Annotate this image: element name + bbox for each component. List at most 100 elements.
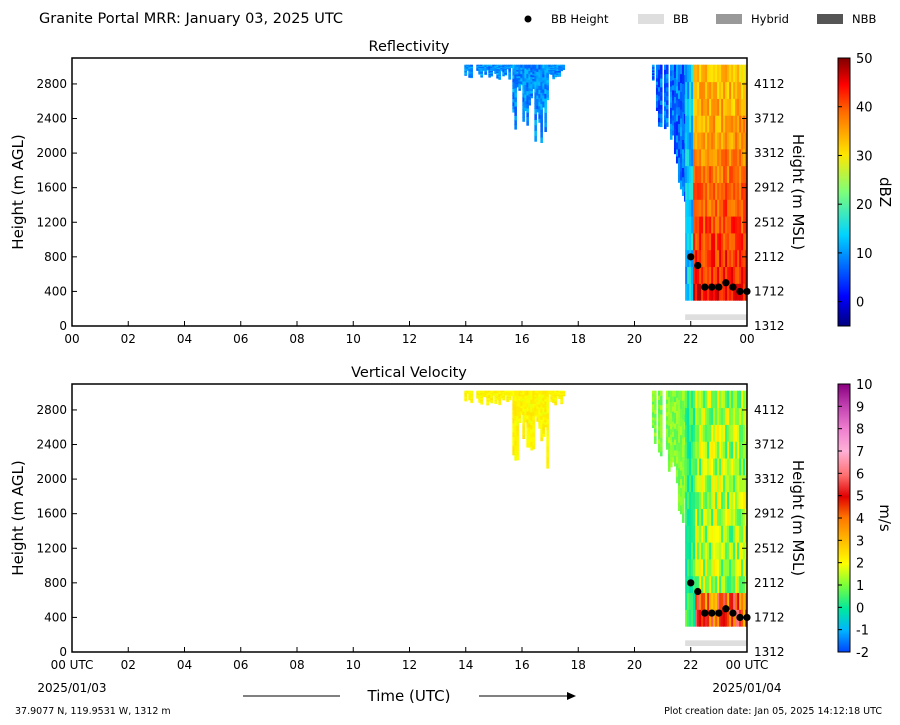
radar-cell <box>498 69 501 72</box>
radar-cell <box>536 392 539 396</box>
radar-cell <box>665 108 669 114</box>
radar-cell <box>697 182 700 200</box>
radar-cell <box>514 92 517 98</box>
radar-cell <box>526 398 529 404</box>
radar-cell <box>478 68 481 70</box>
radar-cell <box>554 396 557 399</box>
radar-cell <box>739 266 742 284</box>
radar-cell <box>554 73 557 75</box>
radar-cell <box>671 421 675 427</box>
radar-cell <box>659 409 663 415</box>
radar-cell <box>490 70 493 72</box>
radar-cell <box>522 64 525 70</box>
radar-cell <box>518 399 521 403</box>
radar-cell <box>671 416 675 422</box>
radar-cell <box>504 65 507 67</box>
radar-cell <box>518 68 521 71</box>
radar-cell <box>516 420 519 426</box>
y-tick-right-label: 2112 <box>754 250 785 264</box>
radar-cell <box>470 68 473 70</box>
bb-height-point <box>736 613 744 622</box>
radar-cell <box>733 182 736 200</box>
radar-cell <box>685 542 688 560</box>
radar-cell <box>550 70 553 72</box>
radar-cell <box>522 407 525 412</box>
radar-cell <box>502 66 505 68</box>
radar-cell <box>733 575 736 594</box>
radar-cell <box>464 396 467 398</box>
radar-cell <box>524 404 527 407</box>
radar-cell <box>673 128 677 136</box>
radar-cell <box>743 558 746 577</box>
radar-cell <box>542 76 545 81</box>
radar-cell <box>468 72 471 75</box>
radar-cell <box>518 402 521 405</box>
radar-cell <box>494 402 497 405</box>
radar-cell <box>657 395 661 401</box>
radar-cell <box>725 216 728 234</box>
radar-cell <box>498 78 501 80</box>
radar-cell <box>490 391 493 394</box>
radar-cell <box>464 395 467 397</box>
radar-cell <box>729 165 732 183</box>
radar-cell <box>675 430 679 438</box>
radar-cell <box>705 199 708 217</box>
radar-cell <box>671 129 675 136</box>
radar-cell <box>550 73 553 75</box>
radar-cell <box>506 398 509 400</box>
radar-cell <box>707 148 710 167</box>
radar-cell <box>516 83 519 86</box>
radar-cell <box>677 98 681 108</box>
radar-cell <box>699 249 702 268</box>
radar-cell <box>701 525 704 543</box>
radar-cell <box>731 542 734 560</box>
radar-cell <box>685 165 688 183</box>
radar-cell <box>729 390 732 409</box>
radar-cell <box>512 74 515 79</box>
radar-cell <box>681 503 685 514</box>
radar-cell <box>745 508 747 526</box>
radar-cell <box>657 412 661 418</box>
radar-cell <box>667 453 671 461</box>
radar-cell <box>522 421 525 426</box>
radar-cell <box>659 441 663 448</box>
colorbar-tick-label: 8 <box>856 423 864 438</box>
radar-cell <box>673 140 677 148</box>
radar-cell <box>514 83 517 89</box>
radar-cell <box>468 70 471 72</box>
radar-cell <box>528 93 531 97</box>
radar-cell <box>534 97 537 104</box>
radar-cell <box>542 70 545 75</box>
radar-cell <box>484 73 487 75</box>
radar-cell <box>514 395 517 402</box>
radar-cell <box>496 397 499 399</box>
radar-cell <box>490 390 493 393</box>
radar-cell <box>470 71 473 73</box>
radar-cell <box>697 592 700 610</box>
radar-cell <box>468 390 471 392</box>
radar-cell <box>719 115 722 133</box>
radar-cell <box>655 64 659 69</box>
radar-cell <box>542 426 545 431</box>
radar-cell <box>554 66 557 68</box>
radar-cell <box>679 117 683 128</box>
radar-cell <box>562 64 565 66</box>
radar-cell <box>470 72 473 75</box>
radar-cell <box>715 457 718 476</box>
radar-cell <box>741 81 744 99</box>
reflectivity-y-label: Height (m AGL) <box>9 134 27 249</box>
radar-cell <box>739 249 742 268</box>
radar-cell <box>689 115 692 133</box>
radar-cell <box>488 399 491 402</box>
radar-cell <box>651 398 655 402</box>
radar-cell <box>544 398 547 402</box>
radar-cell <box>484 71 487 73</box>
radar-cell <box>701 424 704 442</box>
radar-cell <box>554 68 557 71</box>
radar-cell <box>550 396 553 398</box>
radar-cell <box>741 474 744 493</box>
radar-cell <box>542 420 545 424</box>
radar-cell <box>532 390 535 396</box>
radar-cell <box>741 558 744 577</box>
radar-cell <box>480 395 483 398</box>
